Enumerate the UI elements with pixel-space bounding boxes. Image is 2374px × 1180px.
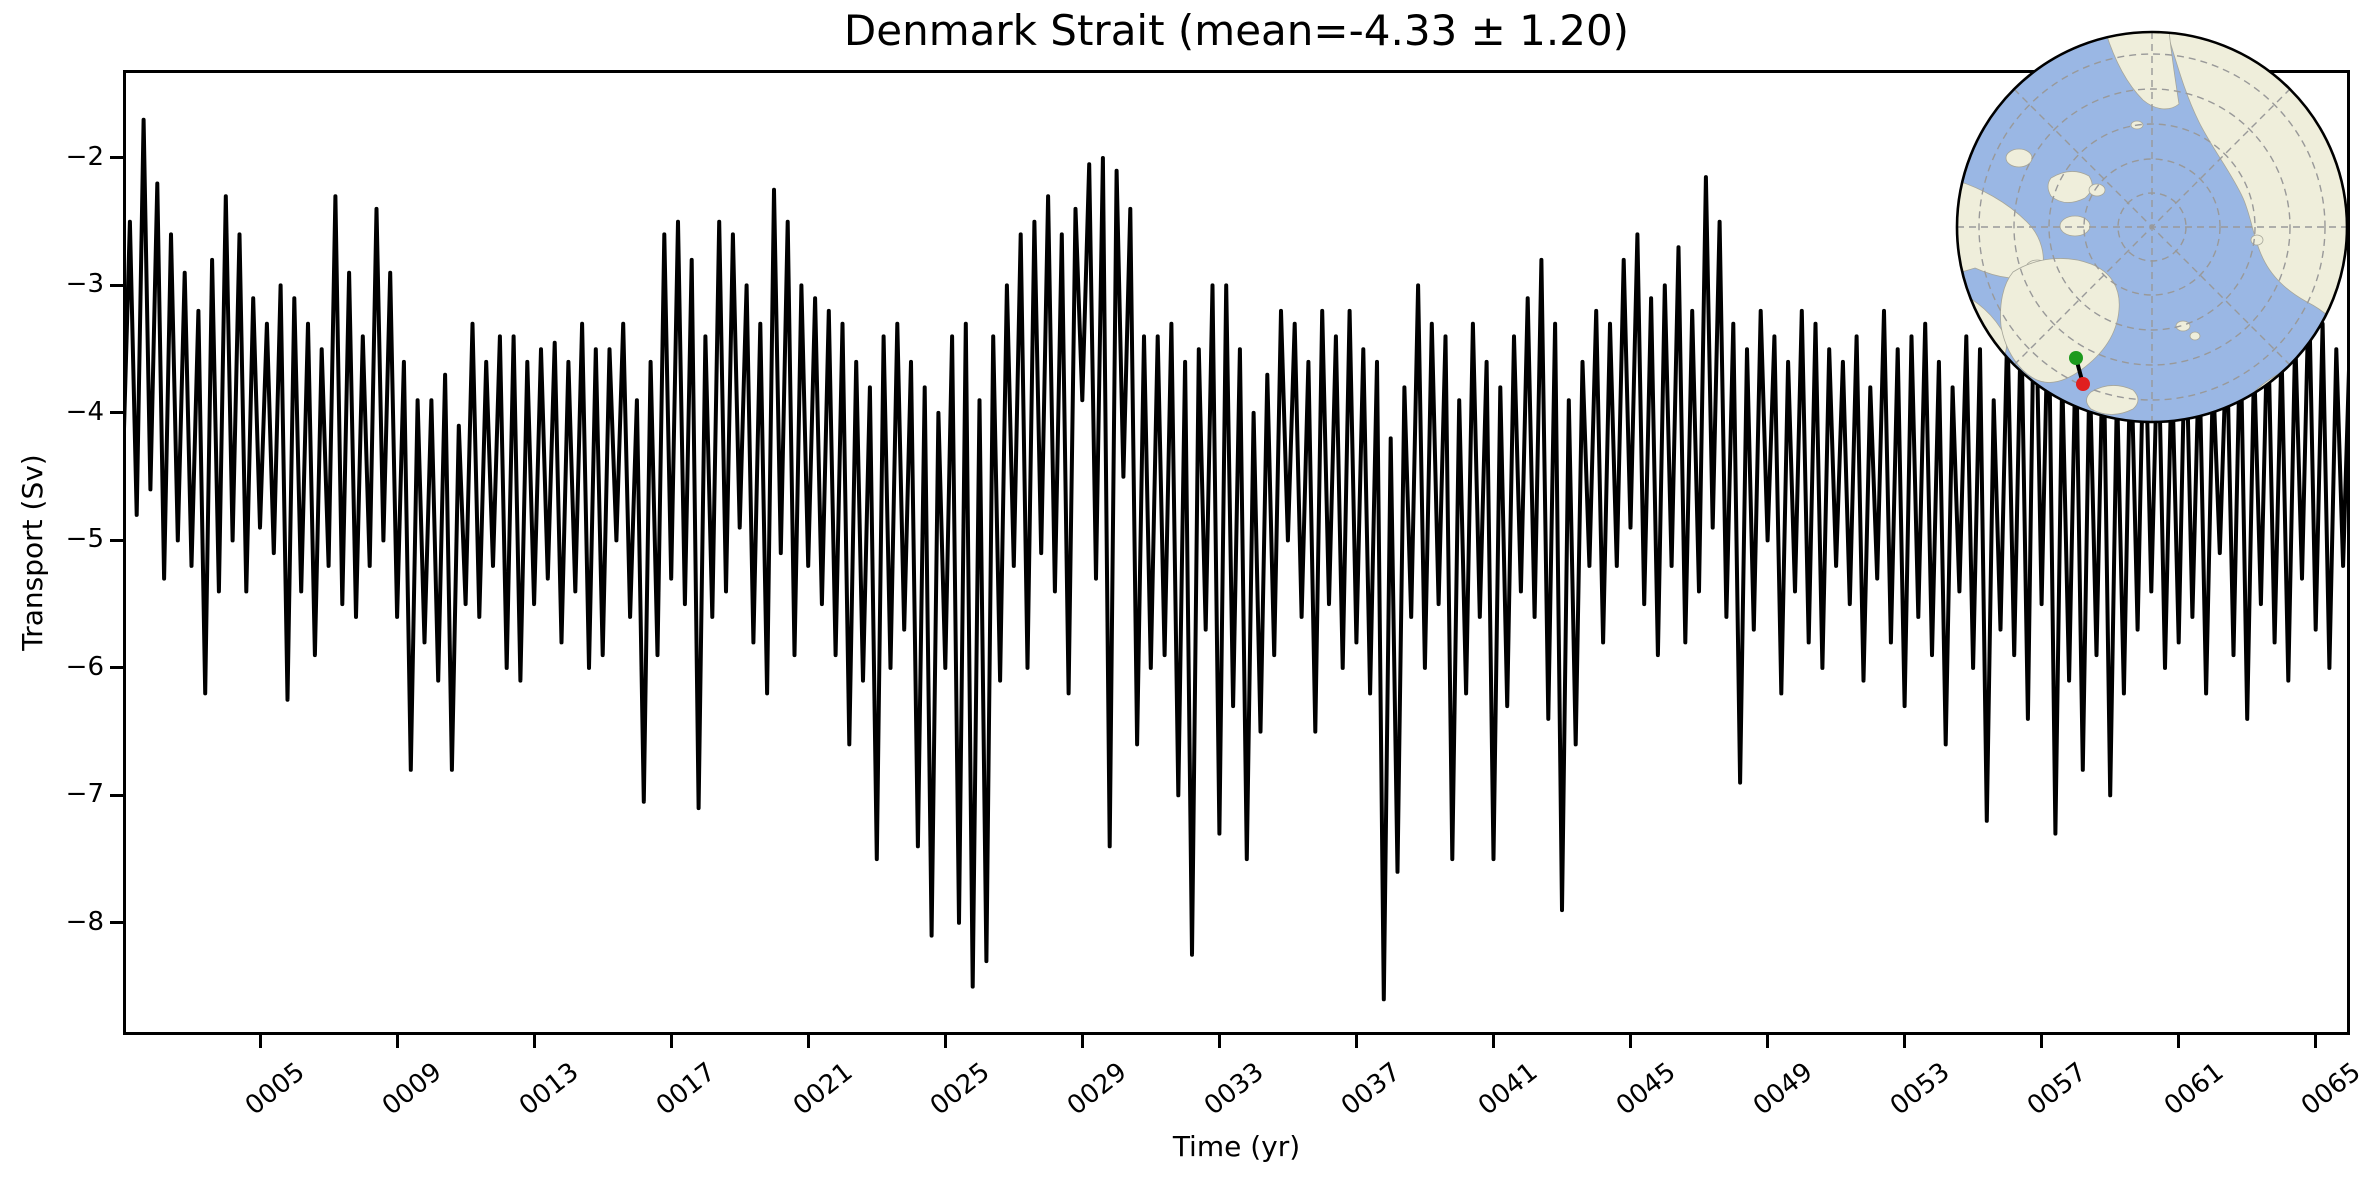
y-tick-label: −8 bbox=[65, 906, 104, 937]
x-tick-label: 0033 bbox=[1199, 1057, 1270, 1122]
y-tick-label: −7 bbox=[65, 779, 104, 810]
siberian-sea-inlets bbox=[2206, 268, 2275, 343]
x-tick-mark bbox=[1354, 1035, 1358, 1048]
figure-title: Denmark Strait (mean=-4.33 ± 1.20) bbox=[843, 6, 1630, 55]
x-tick-mark bbox=[806, 1035, 810, 1048]
plot-area bbox=[123, 70, 2350, 1035]
severnaya-zemlya-island bbox=[2250, 234, 2264, 246]
archipelago-island bbox=[2059, 215, 2091, 237]
x-axis-label: Time (yr) bbox=[1172, 1130, 1301, 1163]
x-tick-mark bbox=[258, 1035, 262, 1048]
x-tick-label: 0057 bbox=[2021, 1057, 2093, 1122]
x-tick-label: 0061 bbox=[2158, 1057, 2230, 1122]
map-circular-boundary bbox=[1955, 30, 2349, 424]
archipelago-island bbox=[2005, 148, 2033, 168]
x-tick-label: 0013 bbox=[513, 1057, 585, 1122]
x-tick-label: 0053 bbox=[1884, 1057, 1956, 1122]
x-tick-mark bbox=[1491, 1035, 1495, 1048]
y-tick-label: −3 bbox=[65, 269, 104, 300]
x-tick-label: 0037 bbox=[1336, 1057, 1407, 1122]
svalbard-island bbox=[2189, 331, 2201, 341]
graticule-gridlines bbox=[1957, 32, 2347, 422]
x-tick-mark bbox=[2040, 1035, 2044, 1048]
x-tick-label: 0045 bbox=[1610, 1057, 1681, 1122]
transport-time-series-line bbox=[123, 117, 2350, 1002]
x-tick-label: 0025 bbox=[925, 1057, 996, 1122]
archipelago-island bbox=[2047, 171, 2093, 203]
canada-landmass bbox=[1957, 179, 2044, 279]
axes-spines bbox=[123, 70, 2350, 1035]
x-tick-label: 0009 bbox=[376, 1057, 448, 1122]
x-tick-label: 0005 bbox=[239, 1057, 311, 1122]
iceland-landmass bbox=[2086, 385, 2139, 415]
x-tick-mark bbox=[395, 1035, 399, 1048]
x-tick-mark bbox=[1903, 1035, 1907, 1048]
x-tick-label: 0017 bbox=[651, 1057, 722, 1122]
x-tick-mark bbox=[943, 1035, 947, 1048]
x-tick-mark bbox=[532, 1035, 536, 1048]
time-series-plot bbox=[123, 70, 2350, 1035]
inset-map bbox=[1955, 30, 2349, 424]
x-tick-label: 0029 bbox=[1062, 1057, 1133, 1122]
y-tick-mark bbox=[110, 411, 123, 415]
y-tick-label: −4 bbox=[65, 396, 104, 427]
y-tick-mark bbox=[110, 666, 123, 670]
green-endpoint-marker bbox=[2069, 351, 2083, 365]
y-tick-label: −6 bbox=[65, 651, 104, 682]
x-tick-mark bbox=[1629, 1035, 1632, 1048]
y-tick-mark bbox=[110, 283, 123, 287]
x-tick-label: 0041 bbox=[1473, 1057, 1544, 1122]
y-tick-mark bbox=[110, 538, 123, 542]
y-tick-mark bbox=[110, 921, 123, 925]
x-tick-mark bbox=[1766, 1035, 1770, 1048]
x-tick-mark bbox=[2314, 1035, 2318, 1048]
y-tick-label: −5 bbox=[65, 524, 104, 555]
y-tick-mark bbox=[110, 156, 123, 160]
x-tick-mark bbox=[1217, 1035, 1221, 1048]
x-tick-mark bbox=[669, 1035, 673, 1048]
red-endpoint-marker bbox=[2076, 377, 2090, 391]
x-tick-mark bbox=[1080, 1035, 1084, 1048]
y-tick-mark bbox=[110, 793, 123, 797]
y-tick-label: −2 bbox=[65, 141, 104, 172]
x-tick-label: 0021 bbox=[788, 1057, 859, 1122]
x-tick-mark bbox=[2177, 1035, 2181, 1048]
x-tick-label: 0065 bbox=[2295, 1057, 2367, 1122]
x-tick-label: 0049 bbox=[1747, 1057, 1819, 1122]
archipelago-island bbox=[2088, 183, 2106, 197]
chukotka-peninsula bbox=[2104, 32, 2180, 110]
